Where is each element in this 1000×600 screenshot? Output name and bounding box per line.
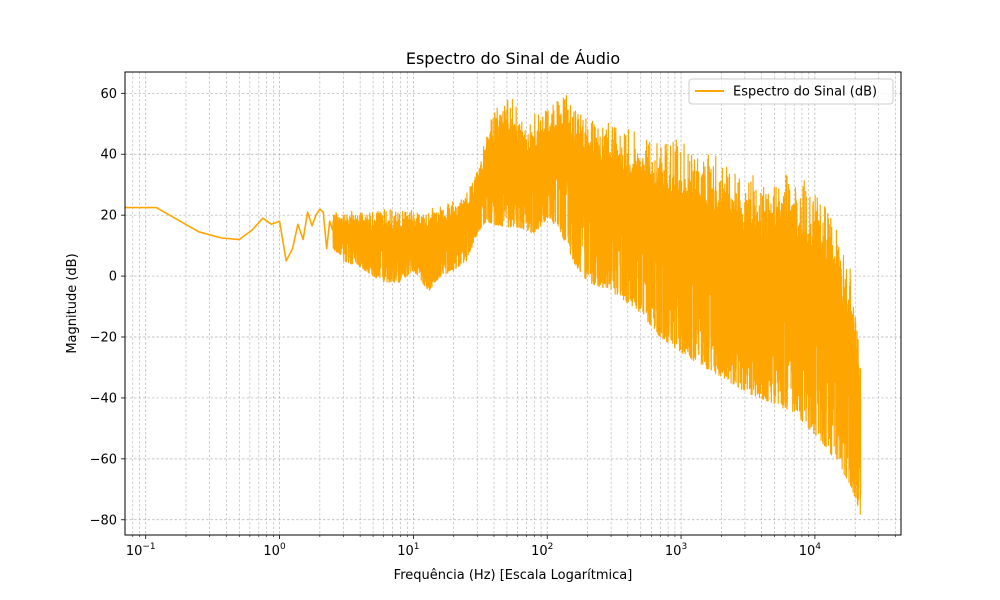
x-tick-label: 10−1: [126, 542, 156, 559]
y-tick-label: −60: [90, 452, 117, 467]
y-tick-label: 20: [100, 209, 117, 224]
plot-frame: [124, 71, 902, 536]
y-tick-label: −20: [90, 331, 117, 346]
x-tick-label: 102: [531, 542, 553, 559]
x-tick-label: 103: [665, 542, 687, 559]
y-tick-label: −40: [90, 391, 117, 406]
legend-box: [688, 78, 894, 105]
axis-ticks: 10−1 100 101 102 103 104 60 40 20 0 −20 −40 −60 −80: [90, 87, 896, 559]
y-tick-label: 60: [100, 87, 117, 102]
x-tick-label: 104: [799, 542, 822, 559]
series-layer: [125, 95, 862, 515]
x-tick-label: 101: [397, 542, 419, 559]
y-axis-label: Magnitude (dB): [65, 253, 80, 353]
y-tick-label: 0: [109, 270, 117, 285]
legend-label: Espectro do Sinal (dB): [733, 85, 877, 100]
x-tick-label: 100: [263, 542, 286, 559]
y-tick-label: −80: [90, 513, 117, 528]
x-axis-label: Frequência (Hz) [Escala Logarítmica]: [394, 568, 633, 583]
chart-title: Espectro do Sinal de Áudio: [406, 49, 620, 68]
y-tick-label: 40: [100, 148, 117, 163]
series-line-spectrum: [332, 95, 862, 515]
legend: Espectro do Sinal (dB): [688, 78, 894, 105]
series-line-low-freq: [125, 206, 334, 262]
